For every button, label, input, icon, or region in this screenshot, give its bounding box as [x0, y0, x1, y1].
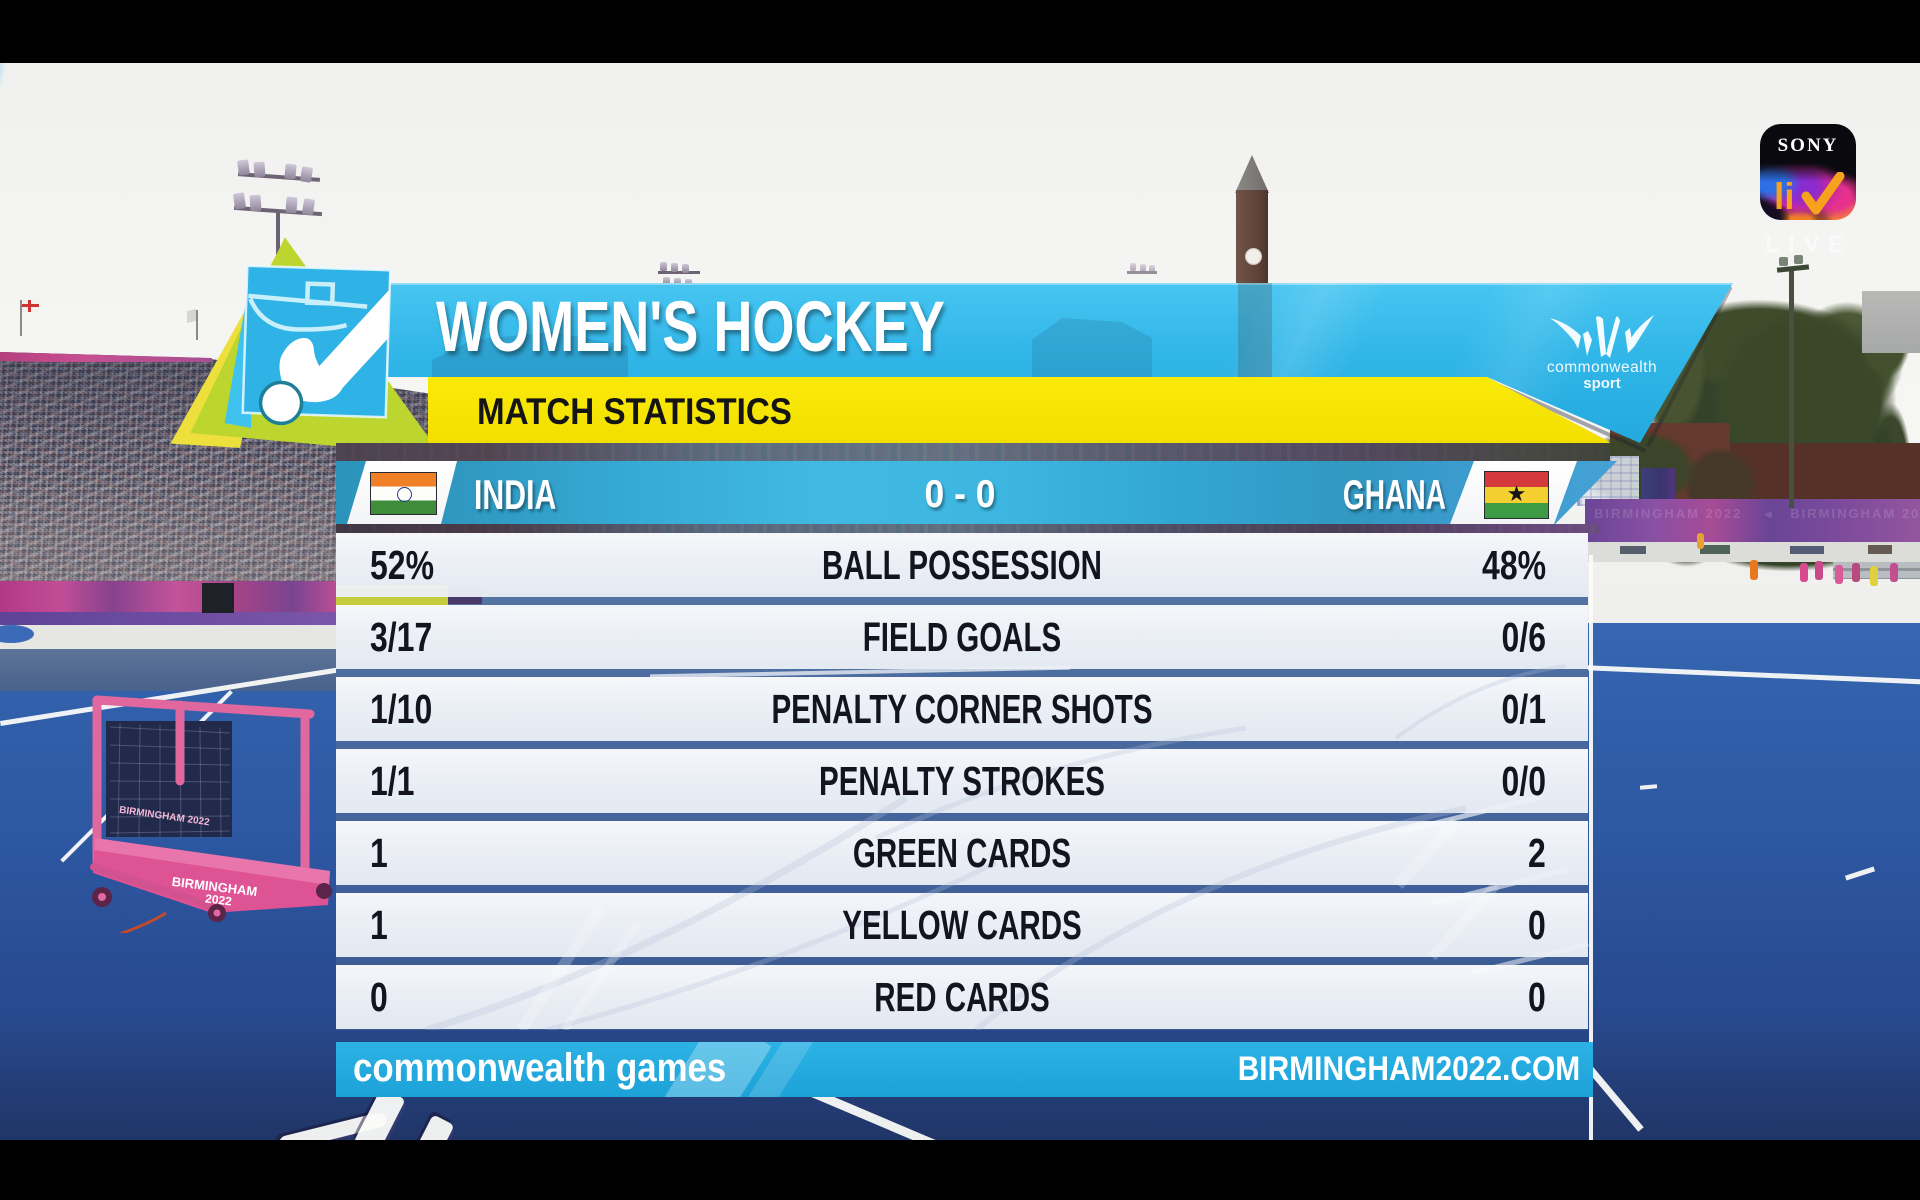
svg-text:sport: sport [1583, 375, 1621, 392]
svg-text:2022: 2022 [204, 891, 233, 908]
svg-text:commonwealth: commonwealth [1547, 359, 1657, 376]
